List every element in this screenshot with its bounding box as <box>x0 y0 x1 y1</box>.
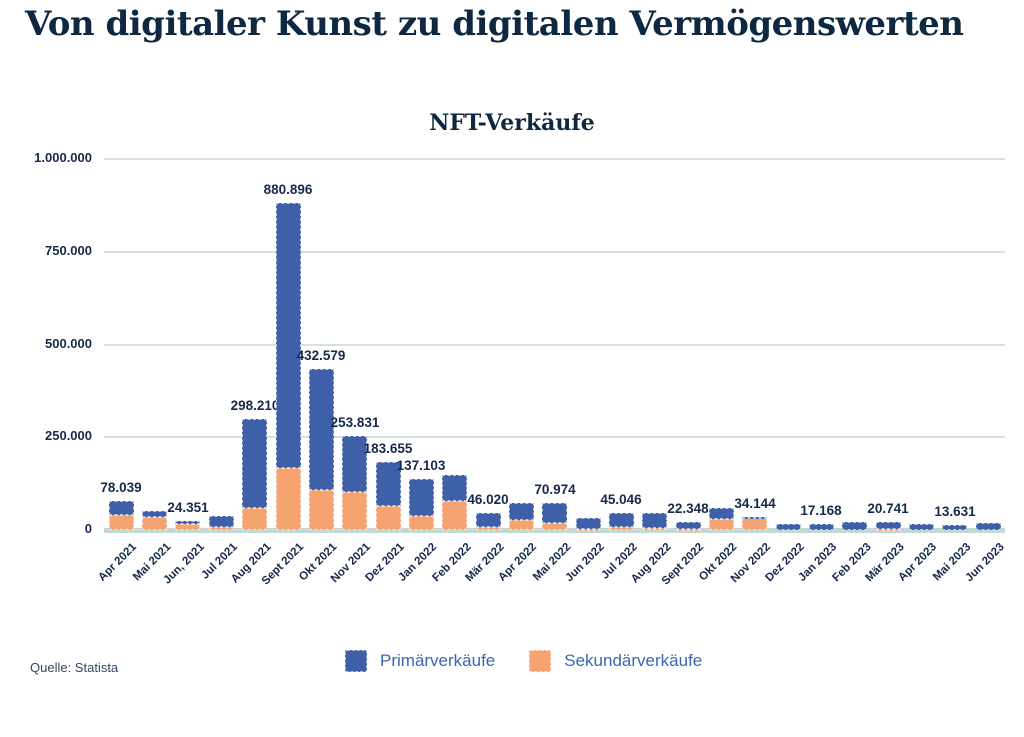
bar-primary <box>175 521 200 524</box>
chart-plot-area: 0 250.000 500.000 750.000 1.000.000 78.039 Apr… <box>34 150 1006 587</box>
bar-value-label: 24.351 <box>167 500 209 515</box>
bar-secondary <box>409 516 434 530</box>
legend-swatch-primary-icon <box>345 650 367 672</box>
bar-value-label: 70.974 <box>534 482 576 497</box>
legend-label-primary: Primärverkäufe <box>380 651 496 670</box>
bar-primary <box>309 369 334 490</box>
gridline-1.000.000 <box>104 158 1005 160</box>
bar-primary <box>842 522 867 530</box>
bar-value-label: 137.103 <box>396 458 446 473</box>
y-axis-tick-label: 500.000 <box>45 335 92 351</box>
bar-secondary <box>542 523 567 530</box>
gridline-750.000 <box>104 250 1005 253</box>
legend-item-primary: Primärverkäufe <box>345 650 495 672</box>
bar-secondary <box>642 528 667 530</box>
bar-value-label: 78.039 <box>100 480 142 495</box>
bar-primary <box>342 436 367 492</box>
bar-value-label: 880.896 <box>263 182 313 197</box>
chart-title: NFT-Verkäufe <box>429 110 595 136</box>
bar-primary <box>442 475 467 501</box>
bar-primary <box>142 511 167 517</box>
bar-primary <box>709 508 734 519</box>
bar-primary <box>809 524 834 530</box>
bar-secondary <box>576 529 601 531</box>
gridline-0 <box>104 528 1005 533</box>
bar-primary <box>676 522 701 529</box>
bar-secondary <box>342 492 367 530</box>
bar-secondary <box>175 524 200 530</box>
bar-value-label: 183.655 <box>363 441 413 456</box>
bar-primary <box>409 479 434 516</box>
bar-secondary <box>209 527 234 530</box>
bar-secondary <box>742 518 767 530</box>
bar-secondary <box>442 501 467 530</box>
bar-primary <box>542 503 567 523</box>
bar-value-label: 13.631 <box>934 504 976 519</box>
bar-value-label: 298.210 <box>230 398 280 413</box>
bar-primary <box>576 518 601 529</box>
chart-legend: Primärverkäufe Sekundärverkäufe <box>345 650 702 672</box>
bar-secondary <box>709 519 734 530</box>
bar-secondary <box>609 527 634 530</box>
bar-secondary <box>109 515 134 530</box>
bar-secondary <box>509 520 534 530</box>
bar-primary <box>476 513 501 527</box>
bar-secondary <box>309 490 334 530</box>
bar-value-label: 20.741 <box>867 501 909 516</box>
legend-swatch-secondary-icon <box>529 650 552 672</box>
gridline-500.000 <box>104 343 1005 346</box>
bar-value-label: 432.579 <box>296 348 346 363</box>
source-note: Quelle: Statista <box>30 660 119 675</box>
bar-primary <box>509 503 534 520</box>
page-title: Von digitaler Kunst zu digitalen Vermöge… <box>25 4 964 44</box>
bar-secondary <box>676 529 701 531</box>
legend-item-secondary: Sekundärverkäufe <box>529 650 702 672</box>
bar-primary <box>642 513 667 528</box>
y-axis-tick-label: 0 <box>84 521 92 536</box>
bar-secondary <box>242 508 267 530</box>
gridline-250.000 <box>104 436 1005 439</box>
bar-primary <box>876 522 901 529</box>
bar-secondary <box>476 527 501 530</box>
bar-primary <box>209 516 234 527</box>
bar-primary <box>942 525 967 530</box>
bar-primary <box>909 524 934 530</box>
bar-primary <box>276 203 301 468</box>
y-axis-tick-label: 1.000.000 <box>34 150 92 165</box>
y-axis-tick-label: 750.000 <box>45 242 92 258</box>
bar-secondary <box>376 506 401 530</box>
bar-value-label: 253.831 <box>330 415 380 430</box>
legend-label-secondary: Sekundärverkäufe <box>564 651 703 670</box>
bar-primary <box>742 517 767 519</box>
bar-value-label: 34.144 <box>734 496 776 511</box>
bar-value-label: 45.046 <box>600 492 642 507</box>
y-axis-tick-label: 250.000 <box>45 428 92 444</box>
bar-primary <box>776 524 801 530</box>
bar-secondary <box>876 529 901 531</box>
bar-primary <box>109 501 134 515</box>
bar-primary <box>376 462 401 506</box>
bar-value-label: 46.020 <box>467 492 509 507</box>
bar-value-label: 17.168 <box>800 503 842 518</box>
bar-primary <box>242 419 267 508</box>
bar-primary <box>609 513 634 527</box>
bar-secondary <box>276 468 301 530</box>
bar-value-label: 22.348 <box>667 501 709 516</box>
bar-primary <box>976 523 1001 530</box>
bar-secondary <box>142 517 167 530</box>
